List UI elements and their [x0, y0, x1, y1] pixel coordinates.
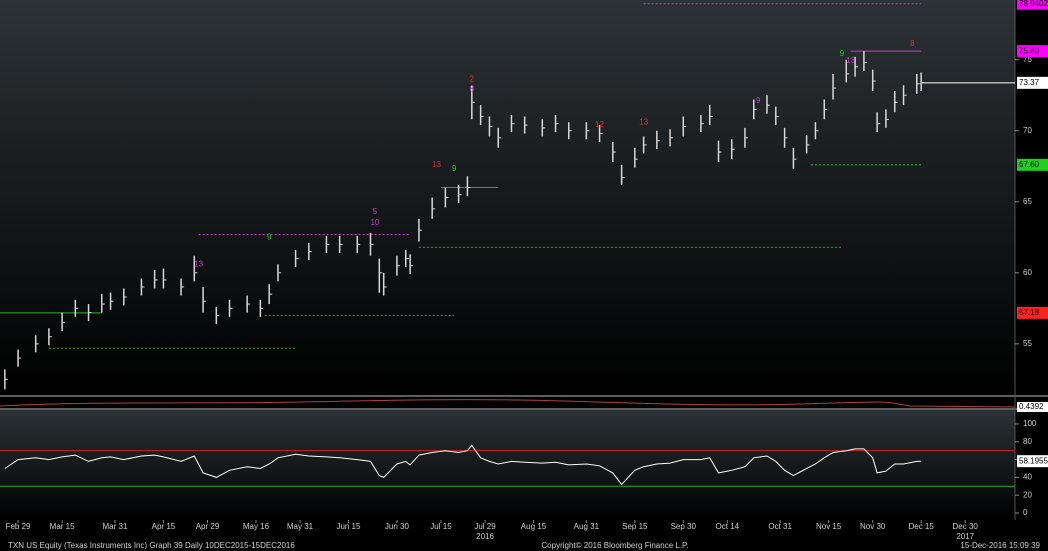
level-box	[1017, 158, 1048, 171]
td-count: 9	[756, 96, 761, 105]
td-count: 9	[840, 49, 845, 58]
year-label: 2017	[956, 532, 974, 541]
footer-right: 15-Dec-2016 15:09:39	[960, 541, 1040, 550]
x-tick-label: Apr 15	[152, 522, 176, 531]
rsi-tick-label: 100	[1023, 419, 1037, 428]
x-tick-label: Sep 15	[622, 522, 648, 531]
footer-center: Copyright© 2016 Bloomberg Finance L.P.	[541, 541, 688, 550]
td-count: 13	[846, 56, 855, 65]
rsi-tick-label: 80	[1023, 437, 1032, 446]
td-count: 2	[470, 75, 475, 84]
x-tick-label: May 31	[287, 522, 314, 531]
level-box	[1017, 76, 1048, 89]
rsi-line	[4, 444, 922, 486]
rsi-panel	[0, 410, 1015, 520]
rsi-tick-label: 0	[1023, 508, 1028, 517]
footer-left: TXN US Equity (Texas Instruments Inc) Gr…	[8, 541, 295, 550]
x-tick-label: Dec 30	[953, 522, 979, 531]
x-tick-label: Aug 31	[574, 522, 600, 531]
x-tick-label: Jun 15	[336, 522, 361, 531]
rsi-last-label: 58.1955	[1019, 456, 1048, 465]
y-tick-label: 70	[1023, 126, 1032, 135]
y-tick-label: 60	[1023, 268, 1032, 277]
x-tick-label: Nov 30	[860, 522, 886, 531]
x-tick-label: Oct 31	[768, 522, 792, 531]
rsi-tick-label: 20	[1023, 490, 1032, 499]
td-count: 13	[639, 117, 648, 126]
indicator-line	[0, 399, 1016, 408]
level-box	[1017, 45, 1048, 58]
indicator-box	[1017, 402, 1048, 412]
y-tick-label: 75	[1023, 55, 1032, 64]
level-label: 78.9402	[1019, 0, 1048, 8]
td-count: 13	[432, 160, 441, 169]
td-count: 9	[267, 232, 272, 241]
x-tick-label: May 16	[243, 522, 270, 531]
x-tick-label: Aug 15	[521, 522, 547, 531]
level-label: 57.18	[1019, 308, 1040, 317]
level-box	[1017, 0, 1048, 10]
td-count: 8	[910, 39, 915, 48]
level-label: 67.60	[1019, 160, 1040, 169]
x-tick-label: Oct 14	[716, 522, 740, 531]
td-count: 9	[452, 164, 457, 173]
td-count: 8	[470, 85, 475, 94]
x-tick-label: Jul 29	[474, 522, 496, 531]
x-tick-label: Mar 31	[103, 522, 128, 531]
indicator-value: 0.4392	[1019, 402, 1044, 411]
x-tick-label: Dec 15	[908, 522, 934, 531]
td-count: 5	[373, 207, 378, 216]
level-box	[1017, 306, 1048, 319]
x-tick-label: Jun 30	[385, 522, 410, 531]
y-tick-label: 55	[1023, 339, 1032, 348]
price-panel	[0, 0, 1015, 395]
td-count: 13	[194, 259, 203, 268]
x-tick-label: Apr 29	[196, 522, 220, 531]
y-tick-label: 65	[1023, 197, 1032, 206]
level-label: 75.60	[1019, 46, 1040, 55]
x-tick-label: Sep 30	[671, 522, 697, 531]
rsi-box	[1017, 455, 1048, 468]
x-tick-label: Jul 15	[430, 522, 452, 531]
x-tick-label: Mar 15	[50, 522, 75, 531]
year-label: 2016	[476, 532, 494, 541]
x-tick-label: Nov 15	[816, 522, 842, 531]
td-count: 12	[595, 120, 604, 129]
rsi-tick-label: 40	[1023, 472, 1032, 481]
x-tick-label: Feb 29	[6, 522, 31, 531]
td-count: 10	[370, 218, 379, 227]
level-label: 73.37	[1019, 78, 1040, 87]
